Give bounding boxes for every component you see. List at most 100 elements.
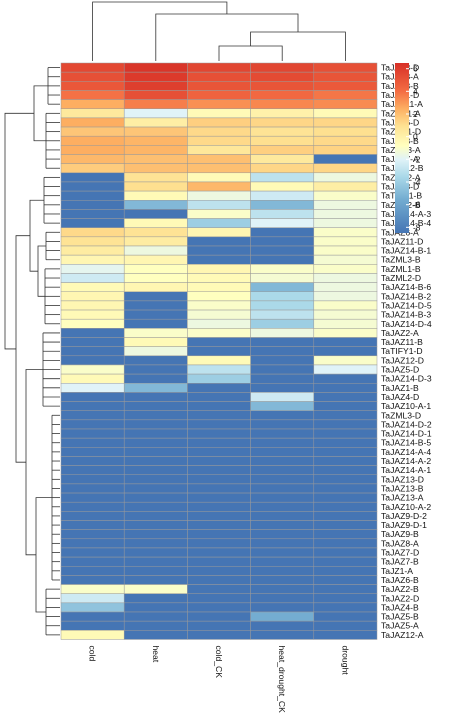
heatmap-cell: [313, 108, 378, 119]
heatmap-cell: [313, 529, 378, 540]
legend-tick-label: -4: [413, 177, 421, 187]
row-label: TaJAZ10-A-1: [381, 401, 431, 411]
heatmap-cell: [123, 190, 188, 201]
heatmap-cell: [313, 575, 378, 585]
heatmap-cell: [250, 154, 315, 164]
heatmap-cell: [187, 254, 251, 265]
heatmap-cell: [123, 209, 188, 219]
heatmap-cell: [60, 71, 125, 82]
heatmap-cell: [313, 209, 378, 219]
heatmap-cell: [187, 200, 251, 210]
heatmap-cell: [60, 200, 125, 210]
heatmap-cell: [60, 245, 125, 256]
heatmap-cell: [123, 392, 188, 402]
row-label: TaJAZ8-A: [381, 538, 419, 548]
heatmap-cell: [123, 309, 188, 320]
row-label: TaJAZ2-A: [381, 328, 419, 338]
heatmap-cell: [60, 410, 125, 421]
row-label: TaJAZ14-D-3: [381, 374, 432, 384]
heatmap-cell: [60, 236, 125, 247]
heatmap-cell: [60, 630, 125, 640]
heatmap-cell: [313, 620, 378, 631]
heatmap-cell: [60, 620, 125, 631]
heatmap-cell: [313, 611, 378, 622]
heatmap-cell: [187, 611, 251, 622]
heatmap-cell: [250, 264, 315, 274]
heatmap-cell: [60, 318, 125, 329]
column-dendrogram-branch: [92, 1, 228, 61]
heatmap-cell: [250, 337, 315, 347]
heatmap-cell: [60, 227, 125, 238]
row-dendrogram-branch: [29, 199, 44, 272]
row-label: TaJAZ7-D: [381, 548, 419, 558]
heatmap-cell: [60, 373, 125, 384]
legend-ticks: 6 4 2 0 -2 -4 -6 -8: [406, 64, 421, 232]
heatmap-cell: [187, 135, 251, 146]
heatmap-cell: [250, 291, 315, 302]
heatmap-cell: [250, 575, 315, 585]
heatmap-cell: [250, 254, 315, 265]
heatmap-cell: [250, 566, 315, 576]
heatmap-cell: [60, 99, 125, 109]
heatmap-cell: [123, 99, 188, 109]
heatmap-cell: [187, 71, 251, 82]
heatmap-cell: [60, 602, 125, 613]
heatmap-cell: [313, 81, 378, 91]
heatmap-cell: [60, 300, 125, 311]
row-label: TaZML1-B: [381, 264, 421, 274]
heatmap-cell: [313, 383, 378, 393]
row-label: TaJAZ10-A-2: [381, 502, 431, 512]
heatmap-cell: [123, 474, 188, 485]
heatmap-cell: [250, 556, 315, 567]
heatmap-cell: [250, 364, 315, 375]
heatmap-cell: [187, 584, 251, 594]
heatmap-cell: [60, 547, 125, 558]
heatmap-cell: [250, 227, 315, 238]
heatmap-cell: [313, 392, 378, 402]
heatmap-cell: [187, 337, 251, 347]
row-label: TaJAZ14-A-1: [381, 465, 431, 475]
heatmap-cell: [60, 346, 125, 357]
heatmap-cell: [187, 456, 251, 466]
heatmap-cell: [187, 90, 251, 100]
heatmap-cell: [250, 630, 315, 640]
heatmap-cell: [313, 71, 378, 82]
row-label: TaJAZ13-A: [381, 493, 424, 503]
heatmap-cell: [313, 300, 378, 311]
heatmap-cell: [250, 483, 315, 494]
heatmap-cell: [187, 154, 251, 164]
heatmap-cell: [250, 593, 315, 604]
heatmap-cell: [123, 511, 188, 521]
heatmap-cell: [313, 291, 378, 302]
heatmap-cell: [60, 538, 125, 549]
row-label: TaJAZ9-D-1: [381, 520, 427, 530]
heatmap-cell: [187, 529, 251, 540]
heatmap-cell: [123, 428, 188, 439]
heatmap-cell: [123, 373, 188, 384]
heatmap-cell: [187, 227, 251, 238]
heatmap-cell: [313, 309, 378, 320]
heatmap-cell: [313, 511, 378, 521]
heatmap-cell: [123, 181, 188, 192]
heatmap-cell: [187, 630, 251, 640]
heatmap-cell: [187, 483, 251, 494]
row-label: TaJAZ7-B: [381, 557, 419, 567]
heatmap-cell: [187, 145, 251, 155]
legend-tick-label: -8: [413, 222, 421, 232]
heatmap-cell: [250, 218, 315, 228]
heatmap-cell: [187, 99, 251, 109]
heatmap-cell: [123, 401, 188, 411]
heatmap-cell: [123, 538, 188, 549]
heatmap-cell: [250, 282, 315, 293]
heatmap-cell: [313, 593, 378, 604]
heatmap-cell: [187, 273, 251, 283]
heatmap-cell: [60, 90, 125, 100]
heatmap-cell: [123, 620, 188, 631]
heatmap-cell: [187, 547, 251, 558]
heatmap-cell: [250, 62, 315, 73]
heatmap-cell: [313, 126, 378, 137]
heatmap-cell: [313, 236, 378, 247]
heatmap-cell: [123, 90, 188, 100]
heatmap-cell: [250, 318, 315, 329]
heatmap-cell: [60, 62, 125, 73]
